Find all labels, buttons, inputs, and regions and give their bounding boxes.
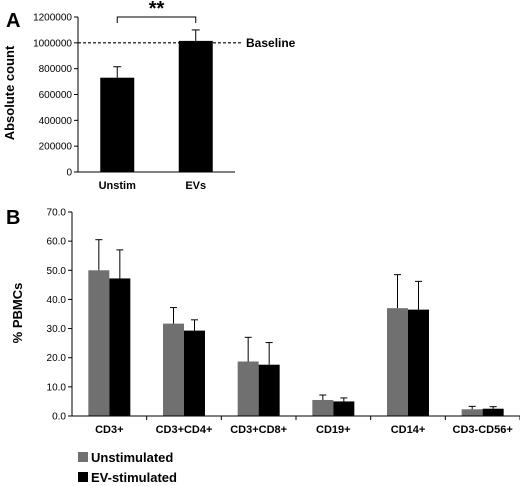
panel-a-y-axis-label: Absolute count: [2, 45, 17, 140]
panel-a-y-tick-label: 800000: [39, 64, 73, 75]
bar-cd19--unstimulated: [312, 399, 334, 416]
baseline-label: Baseline: [246, 36, 296, 50]
panel-b-error-bars: [95, 239, 497, 410]
panel-a-y-tick-label: 1200000: [33, 13, 72, 24]
bar-cd3-cd56--ev-stimulated: [482, 408, 504, 416]
panel-b-y-tick-label: 70.0: [47, 208, 67, 219]
panel-a-y-tick-label: 0: [66, 168, 72, 179]
panel-a-y-tick-label: 600000: [39, 90, 73, 101]
category-label: CD3+CD8+: [230, 424, 287, 436]
panel-b: B % PBMCs 0.0 10.0 20.0 30.0 40.0 50.0 60.0 70.…: [6, 207, 520, 485]
legend-swatch-unstimulated: [78, 452, 88, 462]
bar-cd3--unstimulated: [88, 270, 110, 416]
panel-a-y-tick-label: 400000: [39, 116, 73, 127]
bar-cd3-cd56--unstimulated: [461, 409, 483, 416]
panel-b-y-tick-label: 20.0: [47, 353, 67, 364]
bar-cd19--ev-stimulated: [333, 401, 355, 416]
panel-b-category-labels: CD3+ CD3+CD4+ CD3+CD8+ CD19+ CD14+ CD3-CD56+: [95, 424, 513, 436]
panel-a-y-tick-label: 1000000: [33, 38, 72, 49]
panel-b-y-tick-label: 30.0: [47, 324, 67, 335]
panel-b-bars: [88, 270, 504, 416]
significance-bracket: **: [116, 0, 197, 23]
panel-b-y-tick-label: 10.0: [47, 382, 67, 393]
panel-b-axes: [71, 212, 520, 420]
bar-cd14--ev-stimulated: [408, 309, 429, 416]
category-label: CD3+: [95, 424, 123, 436]
category-label: EVs: [185, 180, 206, 192]
legend-swatch-ev-stimulated: [78, 472, 88, 482]
panel-b-legend: Unstimulated EV-stimulated: [78, 450, 177, 485]
bar-cd3-cd8--ev-stimulated: [258, 364, 280, 416]
category-label: CD14+: [391, 424, 426, 436]
legend-label-unstimulated: Unstimulated: [91, 450, 173, 465]
panel-a-category-labels: Unstim EVs: [99, 180, 207, 192]
category-label: CD3+CD4+: [156, 424, 213, 436]
bar-cd14--unstimulated: [387, 308, 408, 416]
panel-b-y-axis-label: % PBMCs: [10, 283, 25, 344]
panel-b-y-tick-label: 0.0: [52, 412, 66, 423]
category-label: CD3-CD56+: [453, 424, 513, 436]
panel-b-y-tick-label: 50.0: [47, 266, 67, 277]
panel-b-y-tick-label: 60.0: [47, 237, 67, 248]
panel-a: A Absolute count 0 200000 400000 600000 8000…: [2, 0, 296, 192]
bar-unstim: [100, 77, 135, 172]
panel-a-error-bars: [113, 29, 200, 78]
panel-b-y-ticks: 0.0 10.0 20.0 30.0 40.0 50.0 60.0 70.0: [47, 208, 72, 423]
significance-marker: **: [149, 0, 165, 20]
bar-evs: [178, 40, 213, 173]
panel-a-bars: [100, 40, 213, 173]
bar-cd3--ev-stimulated: [109, 278, 131, 416]
panel-a-label: A: [6, 10, 20, 32]
legend-label-ev-stimulated: EV-stimulated: [91, 470, 177, 485]
panel-b-label: B: [6, 207, 20, 229]
significance-bracket-line: [116, 16, 197, 23]
panel-a-y-tick-label: 200000: [39, 142, 73, 153]
bar-cd3-cd8--unstimulated: [237, 361, 259, 416]
bar-cd3-cd4--unstimulated: [163, 323, 184, 416]
category-label: Unstim: [99, 180, 137, 192]
panel-a-y-ticks: 0 200000 400000 600000 800000 1000000 1200000: [33, 13, 78, 179]
panel-b-y-tick-label: 40.0: [47, 295, 67, 306]
panel-a-baseline: Baseline: [78, 36, 296, 50]
category-label: CD19+: [316, 424, 351, 436]
bar-cd3-cd4--ev-stimulated: [184, 330, 205, 416]
